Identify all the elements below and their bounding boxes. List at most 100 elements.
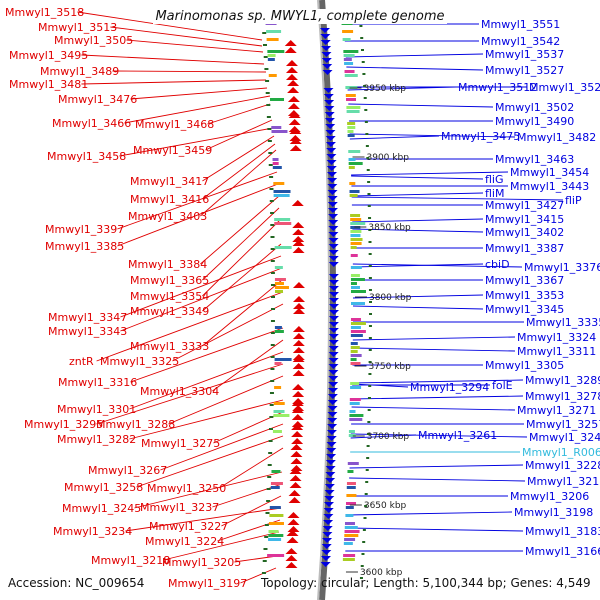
tick-mark: [270, 320, 275, 322]
forward-gene-arrow: [287, 80, 300, 86]
left-leader: [212, 483, 283, 508]
feature-block: [267, 50, 285, 53]
forward-gene-arrow: [291, 407, 304, 413]
feature-block: [350, 218, 362, 221]
left-leader: [120, 255, 282, 318]
forward-gene-arrow: [290, 451, 303, 457]
tick-mark: [269, 200, 274, 202]
tick-mark: [366, 169, 370, 171]
feature-block: [274, 326, 282, 329]
feature-block: [268, 522, 284, 525]
tick-mark: [359, 577, 363, 579]
left-leader: [160, 423, 284, 471]
reverse-gene-arrow: [326, 442, 337, 447]
right-leader: [351, 192, 484, 197]
feature-block: [343, 58, 352, 61]
tick-mark: [268, 440, 273, 442]
forward-gene-arrow: [292, 282, 305, 288]
reverse-gene-arrow: [328, 352, 339, 357]
forward-gene-arrow: [288, 497, 301, 503]
forward-gene-arrow: [292, 247, 305, 253]
tick-mark: [368, 325, 372, 327]
left-gene-label: Mmwyl1_3458: [47, 150, 126, 163]
tick-mark: [368, 217, 372, 219]
feature-block: [348, 162, 363, 165]
tick-mark: [265, 80, 270, 82]
right-gene-label: Mmwyl1_3311: [517, 345, 596, 358]
right-gene-label: Mmwyl1_3512: [458, 81, 537, 94]
reverse-gene-arrow: [328, 274, 339, 279]
feature-block: [268, 530, 279, 533]
feature-block: [350, 278, 365, 281]
feature-block: [350, 334, 363, 337]
left-gene-label: Mmwyl1_3288: [96, 418, 175, 431]
tick-mark: [366, 457, 370, 459]
forward-gene-arrow: [287, 87, 300, 93]
feature-block: [343, 542, 353, 545]
left-gene-label: Mmwyl1_3258: [64, 481, 143, 494]
forward-gene-arrow: [291, 438, 304, 444]
right-gene-label: Mmwyl1_3387: [485, 242, 564, 255]
reverse-gene-arrow: [324, 484, 335, 489]
reverse-gene-arrow: [324, 118, 335, 123]
right-gene-label: Mmwyl1_3522: [529, 81, 600, 94]
feature-block: [274, 330, 284, 333]
feature-block: [350, 322, 366, 325]
forward-gene-arrow: [291, 421, 304, 427]
left-gene-label: Mmwyl1_3354: [130, 290, 209, 303]
tick-mark: [360, 37, 364, 39]
forward-gene-arrow: [289, 482, 302, 488]
right-leader: [352, 305, 484, 310]
right-leader: [350, 433, 528, 438]
forward-gene-arrow: [286, 537, 299, 543]
feature-block: [273, 410, 285, 413]
feature-block: [343, 54, 355, 57]
reverse-gene-arrow: [327, 424, 338, 429]
right-gene-label: Mmwyl1_3305: [485, 359, 564, 372]
left-gene-label: Mmwyl1_3518: [5, 6, 84, 19]
feature-block: [346, 98, 357, 101]
feature-block: [269, 506, 281, 509]
feature-block: [349, 398, 361, 401]
right-leader: [345, 53, 484, 58]
feature-block: [273, 414, 290, 417]
reverse-gene-arrow: [328, 220, 339, 225]
tick-mark: [267, 464, 272, 466]
feature-block: [350, 234, 361, 237]
reverse-gene-arrow: [326, 454, 337, 459]
tick-mark: [263, 548, 268, 550]
forward-gene-arrow: [290, 444, 303, 450]
tick-mark: [270, 356, 275, 358]
feature-block: [342, 30, 354, 33]
right-gene-label: Mmwyl1_3502: [495, 101, 574, 114]
right-leader: [352, 379, 524, 384]
feature-block: [273, 182, 285, 185]
kbp-label: 3600 kbp: [360, 568, 403, 578]
forward-gene-arrow: [286, 530, 299, 536]
reverse-gene-arrow: [321, 52, 332, 57]
footer-bar: Accession: NC_009654 Topology: circular;…: [0, 574, 600, 596]
tick-mark: [264, 524, 269, 526]
tick-mark: [368, 313, 372, 315]
left-leader: [202, 207, 280, 281]
left-leader: [168, 375, 284, 425]
reverse-gene-arrow: [327, 412, 338, 417]
tick-mark: [270, 284, 275, 286]
reverse-gene-arrow: [327, 406, 338, 411]
feature-block: [272, 162, 279, 165]
right-gene-label: Mmwyl1_3198: [514, 506, 593, 519]
reverse-gene-arrow: [327, 400, 338, 405]
tick-mark: [265, 512, 270, 514]
left-leader: [117, 183, 279, 247]
forward-gene-arrow: [289, 468, 302, 474]
reverse-gene-arrow: [326, 154, 337, 159]
reverse-gene-arrow: [328, 280, 339, 285]
left-gene-label: Mmwyl1_3384: [128, 258, 207, 271]
forward-gene-arrow: [290, 465, 303, 471]
tick-mark: [368, 301, 372, 303]
feature-block: [346, 494, 357, 497]
left-leader: [81, 79, 267, 85]
forward-gene-arrow: [287, 512, 300, 518]
feature-block: [343, 50, 359, 53]
reverse-gene-arrow: [320, 556, 331, 561]
